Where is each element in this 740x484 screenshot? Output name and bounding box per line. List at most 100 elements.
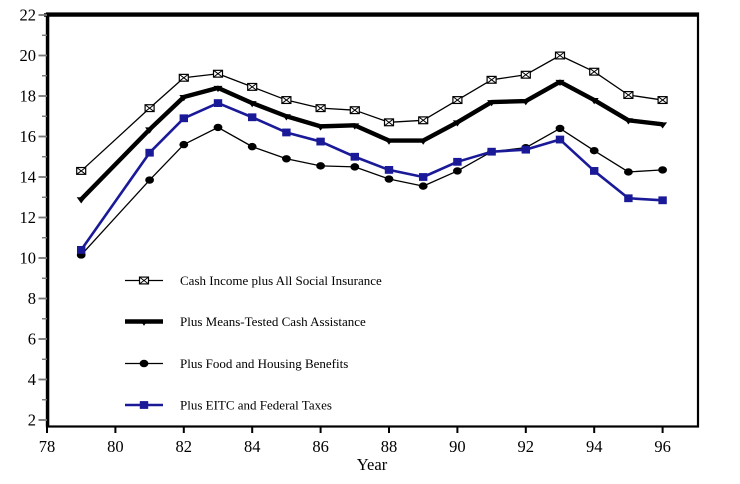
x-axis-title: Year [357, 455, 388, 474]
circle-marker [145, 176, 155, 184]
circle-marker [282, 155, 291, 163]
series-4 [77, 99, 667, 254]
square-marker [213, 99, 223, 107]
square-marker [521, 145, 530, 154]
marker-cross-line [315, 104, 326, 112]
y-axis: 2 4 6 8 10 12 14 16 18 20 22 [20, 6, 47, 430]
x-axis-tick-label: 94 [586, 437, 603, 456]
triangle-down-marker [452, 120, 462, 127]
square-marker [453, 157, 462, 166]
marker-cross-line [520, 70, 531, 79]
y-axis-tick-label: 4 [28, 370, 36, 389]
series-3 [76, 123, 667, 259]
triangle-down-marker [139, 319, 149, 326]
square-marker [419, 173, 428, 181]
y-axis-tick-label: 18 [20, 87, 37, 106]
circle-marker [139, 359, 149, 368]
circle-marker [418, 182, 428, 190]
x-axis-tick-label: 90 [449, 437, 466, 456]
x-axis-tick-label: 88 [381, 437, 398, 456]
square-marker [248, 113, 257, 122]
legend-item-label: Plus EITC and Federal Taxes [180, 398, 332, 413]
marker-cross-line [657, 96, 668, 104]
legend-item: Plus Food and Housing Benefits [125, 356, 348, 371]
x-axis-tick-label: 86 [312, 437, 329, 456]
square-marker [555, 135, 565, 144]
triangle-down-marker [179, 95, 189, 102]
triangle-down-marker [487, 100, 497, 107]
x-axis-tick-label: 92 [518, 437, 535, 456]
marker-cross-line [589, 67, 600, 76]
triangle-down-marker [247, 101, 257, 108]
circle-marker [384, 175, 394, 183]
series-line [80, 101, 663, 251]
marker-cross-line [384, 118, 394, 127]
square-marker [384, 166, 394, 174]
circle-marker [658, 166, 667, 174]
marker-cross-line [555, 51, 565, 60]
square-marker [145, 148, 154, 157]
triangle-down-marker [658, 122, 668, 129]
triangle-down-marker [350, 123, 360, 130]
series-1 [76, 51, 668, 175]
triangle-down-marker [316, 124, 326, 131]
y-axis-tick-label: 10 [20, 249, 37, 268]
marker-cross-line [349, 106, 360, 114]
square-marker [77, 246, 86, 254]
marker-cross-line [281, 96, 292, 104]
circle-marker [453, 167, 462, 175]
circle-marker [247, 142, 257, 151]
x-axis-tick-label: 96 [654, 437, 671, 456]
legend-item: Plus Means-Tested Cash Assistance [125, 314, 366, 329]
y-axis-tick-label: 6 [28, 330, 36, 349]
triangle-down-marker [555, 79, 565, 87]
circle-marker [624, 168, 633, 176]
square-marker [179, 114, 188, 123]
circle-marker [213, 123, 223, 132]
y-axis-tick-label: 8 [28, 289, 36, 308]
legend-item: Cash Income plus All Social Insurance [125, 273, 382, 288]
x-axis-tick-label: 84 [244, 437, 261, 456]
x-axis: 78 80 82 84 86 88 90 92 94 96 [39, 426, 671, 456]
square-marker [487, 147, 496, 156]
marker-cross-line [139, 276, 149, 285]
circle-marker [179, 140, 189, 149]
triangle-down-marker [623, 118, 633, 125]
y-axis-tick-label: 2 [28, 411, 36, 430]
marker-cross-line [486, 76, 497, 84]
x-axis-tick-label: 82 [176, 437, 193, 456]
series-2 [76, 79, 668, 204]
marker-cross-line [76, 167, 87, 175]
series-line [79, 79, 663, 201]
square-marker [139, 401, 149, 409]
marker-cross-line [452, 96, 463, 104]
square-marker [350, 152, 359, 161]
triangle-down-marker [281, 114, 291, 121]
triangle-down-marker [213, 85, 223, 93]
circle-marker [316, 162, 325, 170]
square-marker [624, 194, 633, 203]
series-line [80, 126, 663, 256]
triangle-down-marker [384, 138, 394, 145]
x-axis-tick-label: 78 [39, 437, 56, 456]
marker-cross-line [623, 91, 634, 99]
y-axis-tick-label: 14 [20, 168, 37, 187]
y-axis-tick-label: 16 [20, 127, 37, 146]
triangle-down-marker [418, 138, 428, 145]
square-marker [316, 137, 325, 146]
marker-cross-line [213, 69, 223, 78]
circle-marker [350, 163, 360, 171]
marker-cross-line [247, 83, 258, 91]
square-marker [590, 167, 599, 175]
legend-item-label: Plus Means-Tested Cash Assistance [180, 314, 366, 329]
triangle-down-marker [145, 127, 155, 134]
plot-frame [44, 12, 700, 428]
y-axis-tick-label: 12 [20, 208, 37, 227]
square-marker [282, 128, 291, 137]
circle-marker [589, 146, 599, 155]
y-axis-tick-label: 20 [20, 46, 37, 65]
triangle-down-marker [76, 197, 86, 204]
series-layer [76, 51, 668, 259]
circle-marker [555, 124, 565, 133]
